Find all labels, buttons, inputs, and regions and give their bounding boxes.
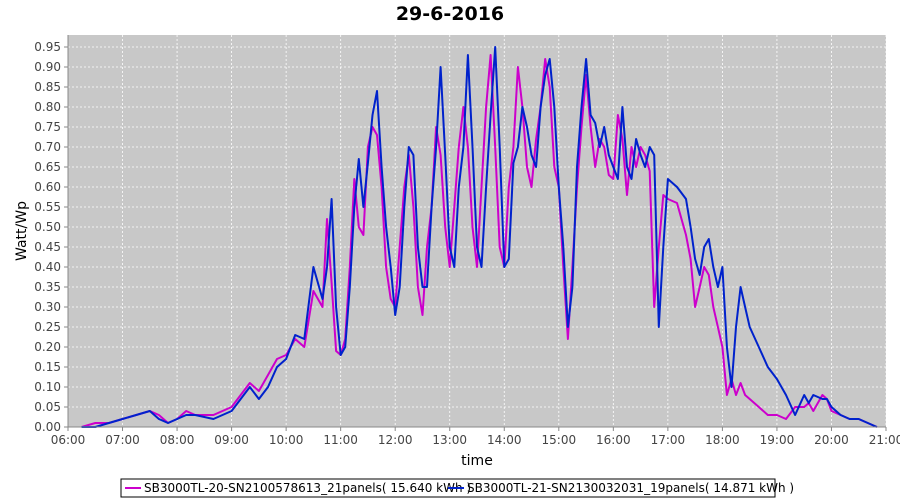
x-tick-label: 14:00 — [487, 433, 522, 447]
axes: 0.00 0.05 0.10 0.15 0.20 0.25 0.30 0.35 0.40 0.45… — [34, 35, 900, 447]
y-tick-label: 0.70 — [34, 140, 61, 154]
x-axis-label: time — [461, 453, 493, 469]
y-tick-label: 0.80 — [34, 100, 61, 114]
series-line-2 — [81, 46, 878, 428]
y-tick-label: 0.40 — [34, 260, 61, 274]
y-tick-label: 0.85 — [34, 80, 61, 94]
y-tick-label: 0.55 — [34, 200, 61, 214]
y-tick-label: 0.65 — [34, 160, 61, 174]
x-tick-label: 07:00 — [105, 433, 140, 447]
y-tick-label: 0.90 — [34, 60, 61, 74]
y-tick-label: 0.75 — [34, 120, 61, 134]
x-tick-label: 08:00 — [160, 433, 195, 447]
legend-label-1: SB3000TL-20-SN2100578613_21panels( 15.64… — [144, 481, 471, 495]
x-tick-label: 06:00 — [51, 433, 86, 447]
y-tick-label: 0.95 — [34, 40, 61, 54]
x-tick-label: 20:00 — [814, 433, 849, 447]
y-tick-label: 0.20 — [34, 340, 61, 354]
x-tick-label: 21:00 — [869, 433, 900, 447]
y-tick-label: 0.15 — [34, 360, 61, 374]
x-tick-label: 13:00 — [432, 433, 467, 447]
x-tick-label: 12:00 — [378, 433, 413, 447]
y-tick-label: 0.60 — [34, 180, 61, 194]
y-tick-label: 0.25 — [34, 320, 61, 334]
x-tick-label: 09:00 — [214, 433, 249, 447]
chart-title: 29-6-2016 — [396, 3, 504, 25]
y-tick-label: 0.00 — [34, 420, 61, 434]
y-tick-label: 0.05 — [34, 400, 61, 414]
series-lines — [81, 46, 878, 428]
y-tick-label: 0.30 — [34, 300, 61, 314]
legend: SB3000TL-20-SN2100578613_21panels( 15.64… — [120, 478, 794, 498]
x-tick-label: 18:00 — [705, 433, 740, 447]
y-tick-label: 0.10 — [34, 380, 61, 394]
y-tick-label: 0.35 — [34, 280, 61, 294]
y-tick-label: 0.45 — [34, 240, 61, 254]
x-tick-label: 10:00 — [269, 433, 304, 447]
x-tick-label: 15:00 — [542, 433, 577, 447]
x-tick-label: 19:00 — [760, 433, 795, 447]
series-line-1 — [81, 54, 878, 428]
x-tick-label: 16:00 — [596, 433, 631, 447]
x-tick-label: 11:00 — [323, 433, 358, 447]
x-tick-label: 17:00 — [651, 433, 686, 447]
y-axis-label: Watt/Wp — [14, 201, 30, 261]
y-tick-label: 0.50 — [34, 220, 61, 234]
legend-label-2: SB3000TL-21-SN2130032031_19panels( 14.87… — [467, 481, 794, 495]
